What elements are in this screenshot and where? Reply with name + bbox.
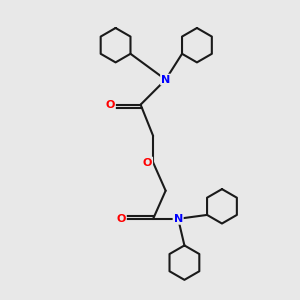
Text: N: N <box>173 214 183 224</box>
Text: O: O <box>116 214 126 224</box>
Text: N: N <box>161 75 170 85</box>
Text: O: O <box>143 158 152 167</box>
Text: O: O <box>106 100 115 110</box>
